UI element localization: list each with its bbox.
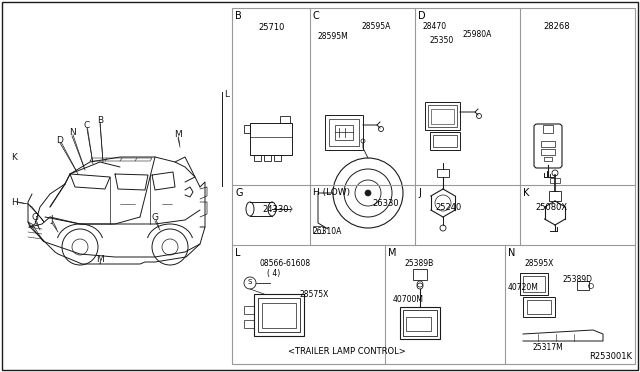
Bar bbox=[577, 281, 589, 290]
Bar bbox=[543, 125, 553, 133]
Text: 25389D: 25389D bbox=[563, 275, 593, 284]
Bar bbox=[244, 125, 250, 133]
Text: R253001K: R253001K bbox=[589, 352, 632, 361]
Text: H: H bbox=[11, 198, 17, 206]
Text: H (LOW): H (LOW) bbox=[313, 188, 350, 197]
Text: 25317M: 25317M bbox=[533, 343, 564, 352]
Bar bbox=[254, 294, 304, 336]
Bar bbox=[541, 141, 555, 147]
Bar bbox=[264, 155, 271, 161]
Text: 28268: 28268 bbox=[543, 22, 570, 31]
Bar bbox=[232, 8, 635, 364]
Bar bbox=[550, 178, 560, 183]
Text: 28595X: 28595X bbox=[525, 259, 554, 268]
Text: D: D bbox=[56, 135, 63, 144]
Bar bbox=[520, 273, 548, 295]
Text: 28595M: 28595M bbox=[318, 32, 349, 41]
Text: J: J bbox=[418, 188, 421, 198]
Bar bbox=[437, 169, 449, 177]
Bar bbox=[523, 297, 555, 317]
Bar bbox=[549, 191, 561, 201]
Bar bbox=[523, 276, 545, 292]
Bar bbox=[403, 310, 437, 336]
Bar bbox=[541, 149, 555, 155]
Text: K: K bbox=[523, 188, 529, 198]
Text: D: D bbox=[418, 11, 426, 21]
Bar bbox=[400, 307, 440, 339]
Text: 40700M: 40700M bbox=[393, 295, 424, 304]
Text: 24330: 24330 bbox=[262, 205, 289, 214]
Bar bbox=[335, 125, 353, 140]
Text: G: G bbox=[235, 188, 243, 198]
Bar bbox=[274, 155, 281, 161]
Text: <TRAILER LAMP CONTROL>: <TRAILER LAMP CONTROL> bbox=[288, 347, 406, 356]
Text: 25080X: 25080X bbox=[535, 203, 567, 212]
Text: M: M bbox=[174, 129, 182, 138]
Text: J: J bbox=[51, 215, 53, 224]
Text: 26310A: 26310A bbox=[313, 227, 342, 236]
Text: 25980A: 25980A bbox=[463, 30, 492, 39]
Bar bbox=[527, 300, 551, 314]
Bar bbox=[280, 116, 290, 123]
Text: 25240: 25240 bbox=[435, 203, 461, 212]
Text: 25710: 25710 bbox=[258, 23, 284, 32]
Bar bbox=[425, 102, 460, 130]
Bar bbox=[433, 135, 457, 147]
Circle shape bbox=[365, 190, 371, 196]
Text: B: B bbox=[235, 11, 242, 21]
Text: K: K bbox=[11, 153, 17, 161]
Bar bbox=[262, 303, 296, 328]
Text: L: L bbox=[224, 90, 229, 99]
Bar bbox=[250, 123, 292, 155]
Bar bbox=[430, 132, 460, 150]
Bar bbox=[428, 105, 457, 127]
Bar bbox=[413, 269, 427, 280]
Text: L: L bbox=[235, 248, 241, 258]
Text: M: M bbox=[388, 248, 397, 258]
Bar bbox=[244, 320, 254, 328]
Bar bbox=[431, 109, 454, 124]
Text: G: G bbox=[31, 212, 38, 221]
Bar bbox=[313, 226, 323, 233]
Bar bbox=[244, 306, 254, 314]
Text: S: S bbox=[248, 279, 252, 285]
Text: 25389B: 25389B bbox=[405, 259, 435, 268]
Text: 28575X: 28575X bbox=[300, 290, 330, 299]
Bar bbox=[258, 298, 300, 332]
Text: 40720M: 40720M bbox=[508, 283, 539, 292]
Bar bbox=[329, 119, 359, 146]
Text: 28595A: 28595A bbox=[362, 22, 392, 31]
Text: C: C bbox=[313, 11, 320, 21]
Text: 28470: 28470 bbox=[423, 22, 447, 31]
Text: N: N bbox=[508, 248, 515, 258]
Bar bbox=[325, 115, 363, 150]
Bar bbox=[254, 155, 261, 161]
Text: G: G bbox=[152, 212, 159, 221]
Text: 25350: 25350 bbox=[430, 36, 454, 45]
Text: N: N bbox=[68, 128, 76, 137]
Text: 08566-61608: 08566-61608 bbox=[260, 259, 311, 268]
Text: 26330: 26330 bbox=[372, 199, 399, 208]
Text: M: M bbox=[96, 256, 104, 264]
Text: C: C bbox=[84, 121, 90, 129]
Text: B: B bbox=[97, 115, 103, 125]
Bar bbox=[406, 317, 431, 331]
Text: ( 4): ( 4) bbox=[267, 269, 280, 278]
Bar bbox=[544, 157, 552, 161]
